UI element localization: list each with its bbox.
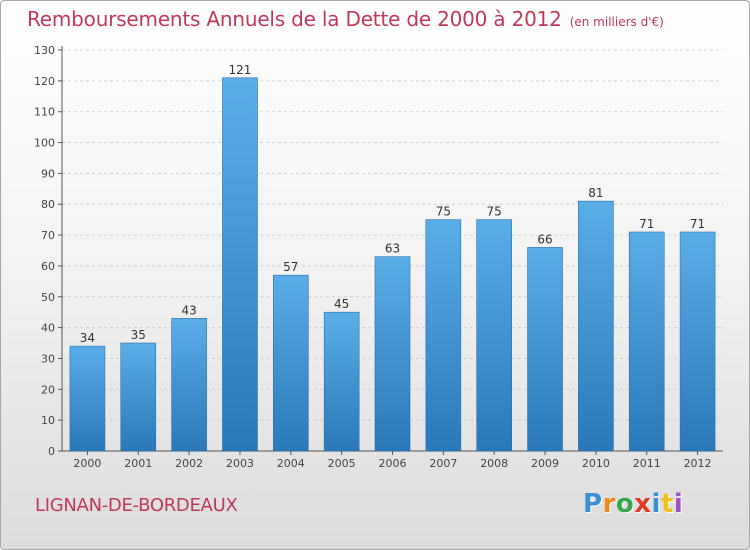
y-tick-label: 50 (41, 291, 55, 304)
data-label: 71 (690, 217, 705, 231)
x-tick-label: 2001 (124, 457, 152, 470)
x-tick-label: 2006 (379, 457, 407, 470)
bar (425, 219, 462, 452)
bar (222, 77, 258, 452)
chart-subtitle: (en milliers d'€) (569, 15, 664, 29)
bar (527, 247, 563, 452)
data-label: 34 (80, 331, 95, 345)
data-label: 66 (537, 232, 552, 246)
chart-header: Remboursements Annuels de la Dette de 20… (27, 7, 664, 31)
data-label: 57 (283, 260, 298, 274)
y-tick-label: 80 (41, 198, 55, 211)
bar (374, 256, 411, 452)
y-tick-label: 0 (48, 445, 55, 458)
bar (679, 231, 716, 452)
y-tick-label: 100 (34, 137, 55, 150)
y-tick-label: 20 (41, 383, 55, 396)
data-label: 43 (181, 303, 196, 317)
x-tick-label: 2010 (582, 457, 610, 470)
bar (476, 219, 512, 452)
x-tick-label: 2000 (73, 457, 101, 470)
logo-letter: r (602, 489, 616, 519)
data-label: 75 (436, 205, 451, 219)
logo-letter: i (651, 489, 661, 519)
bar (273, 274, 309, 452)
y-tick-label: 10 (41, 414, 55, 427)
bar (69, 345, 106, 452)
bar (171, 318, 207, 452)
data-label: 121 (229, 63, 252, 77)
x-tick-label: 2007 (429, 457, 457, 470)
x-tick-label: 2005 (328, 457, 356, 470)
data-label: 63 (385, 242, 400, 256)
proxiti-logo[interactable]: Proxiti (583, 489, 683, 519)
x-tick-label: 2004 (277, 457, 305, 470)
bars (69, 77, 716, 452)
y-tick-label: 60 (41, 260, 55, 273)
x-tick-label: 2002 (175, 457, 203, 470)
data-label: 35 (131, 328, 146, 342)
y-tick-label: 40 (41, 322, 55, 335)
y-tick-label: 70 (41, 229, 55, 242)
logo-letter: P (583, 489, 603, 519)
data-labels: 34 35 43 121 57 45 63 75 75 66 81 71 71 (80, 63, 705, 345)
data-label: 71 (639, 217, 654, 231)
y-tick-label: 130 (34, 44, 55, 57)
y-tick-label: 30 (41, 352, 55, 365)
logo-letter: x (634, 489, 652, 519)
x-tick-label: 2008 (480, 457, 508, 470)
x-tick-label: 2009 (531, 457, 559, 470)
x-tick-label: 2012 (684, 457, 712, 470)
data-label: 45 (334, 297, 349, 311)
chart-title: Remboursements Annuels de la Dette de 20… (27, 7, 562, 31)
commune-name: LIGNAN-DE-BORDEAUX (35, 495, 238, 516)
logo-letter: i (673, 489, 684, 519)
y-tick-label: 110 (34, 106, 55, 119)
data-label: 81 (588, 186, 603, 200)
y-tick-label: 90 (41, 167, 55, 180)
bar (120, 342, 157, 452)
bar (323, 311, 360, 452)
bar (578, 200, 614, 452)
bar (628, 231, 665, 452)
y-tick-label: 120 (34, 75, 55, 88)
logo-letter: o (615, 489, 635, 519)
x-tick-label: 2003 (226, 457, 254, 470)
data-label: 75 (487, 205, 502, 219)
x-tick-label: 2011 (633, 457, 661, 470)
logo-letter: t (660, 489, 674, 519)
